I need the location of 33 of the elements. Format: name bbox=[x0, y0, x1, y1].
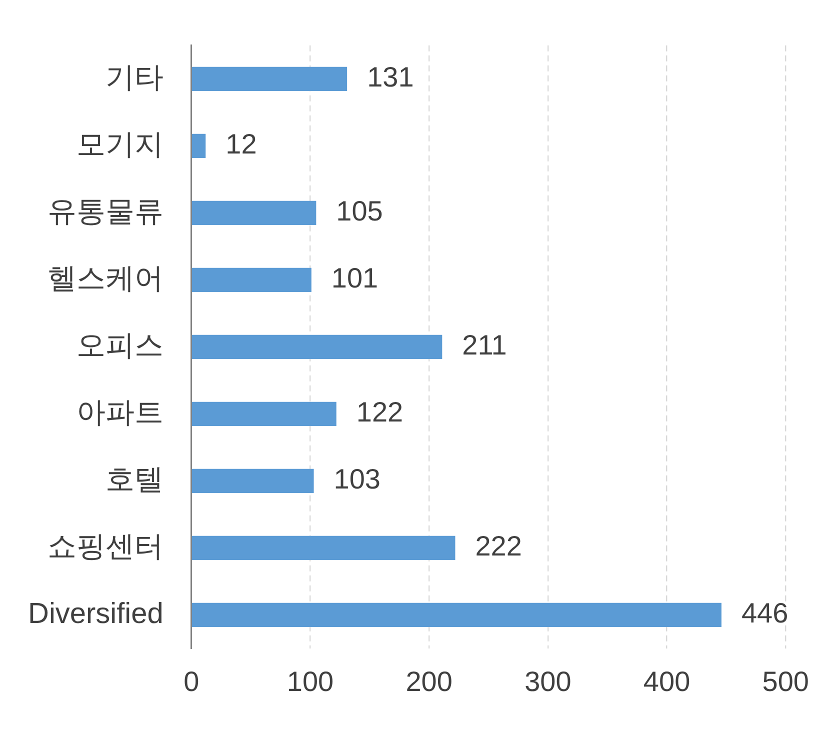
bar bbox=[192, 268, 312, 292]
x-tick-label: 100 bbox=[286, 666, 334, 697]
bar bbox=[192, 468, 314, 493]
y-tick-label: 쇼핑센터 bbox=[47, 530, 164, 563]
x-tick-label: 500 bbox=[762, 666, 809, 697]
x-tick-label: 400 bbox=[643, 666, 690, 697]
y-tick-label: 유통물류 bbox=[47, 196, 164, 228]
data-label: 211 bbox=[462, 330, 507, 361]
bar bbox=[192, 402, 336, 426]
y-tick-label: 기타 bbox=[105, 62, 164, 94]
data-label: 101 bbox=[331, 262, 378, 294]
y-tick-label: 아파트 bbox=[76, 396, 164, 429]
data-label: 131 bbox=[367, 62, 414, 93]
data-label: 122 bbox=[356, 396, 404, 428]
x-tick-label: 300 bbox=[524, 666, 572, 697]
bar bbox=[192, 334, 442, 359]
data-label: 446 bbox=[741, 598, 788, 629]
y-tick-label: Diversified bbox=[28, 598, 164, 630]
data-label: 105 bbox=[336, 196, 383, 227]
y-tick-label: 모기지 bbox=[76, 128, 164, 161]
y-tick-label: 호텔 bbox=[105, 464, 164, 496]
y-tick-label: 오피스 bbox=[76, 330, 164, 362]
data-label: 103 bbox=[334, 464, 381, 495]
y-tick-label: 헬스케어 bbox=[47, 262, 164, 295]
data-label: 12 bbox=[226, 128, 257, 160]
bar bbox=[192, 66, 348, 91]
bar bbox=[192, 134, 206, 158]
data-label: 222 bbox=[475, 530, 522, 562]
bar bbox=[192, 200, 316, 225]
x-tick-label: 0 bbox=[184, 666, 200, 697]
x-tick-label: 200 bbox=[406, 666, 452, 697]
bar bbox=[192, 602, 722, 627]
bar bbox=[192, 536, 456, 560]
